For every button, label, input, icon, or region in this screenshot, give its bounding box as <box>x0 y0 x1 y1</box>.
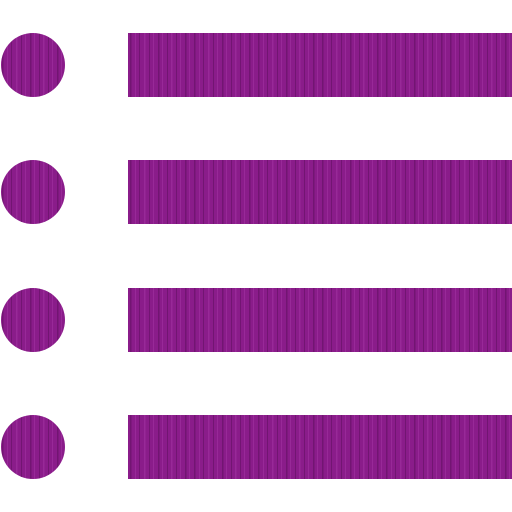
list-line-1 <box>128 33 512 97</box>
bullet-dot-2 <box>1 160 65 224</box>
list-row-4 <box>1 415 512 479</box>
list-row-2 <box>1 160 512 224</box>
bullet-dot-3 <box>1 288 65 352</box>
list-row-3 <box>1 288 512 352</box>
list-line-3 <box>128 288 512 352</box>
list-line-2 <box>128 160 512 224</box>
list-line-4 <box>128 415 512 479</box>
list-row-1 <box>1 33 512 97</box>
bullet-dot-1 <box>1 33 65 97</box>
bullet-dot-4 <box>1 415 65 479</box>
